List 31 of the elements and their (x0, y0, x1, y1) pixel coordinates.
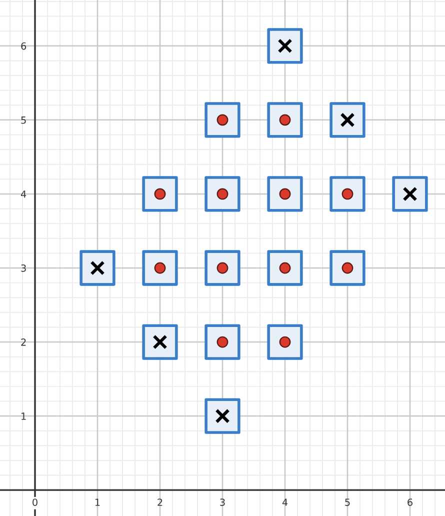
point (204, 176, 240, 212)
point (330, 176, 366, 212)
point (204, 250, 240, 286)
point (330, 102, 366, 138)
x-tick-label: 2 (158, 498, 162, 506)
point (267, 250, 303, 286)
x-tick-label: 3 (220, 498, 225, 506)
point (267, 28, 303, 64)
point (142, 176, 178, 212)
point (204, 102, 240, 138)
y-tick-label: 3 (21, 264, 26, 272)
y-tick-label: 6 (21, 42, 26, 50)
point (204, 324, 240, 360)
x-tick-label: 4 (282, 498, 288, 506)
point (204, 398, 240, 434)
point (330, 250, 366, 286)
point (267, 324, 303, 360)
point (142, 250, 178, 286)
y-tick-label: 1 (22, 412, 26, 420)
y-tick-label: 4 (20, 190, 26, 198)
x-tick-label: 1 (95, 498, 100, 506)
point (267, 102, 303, 138)
point (142, 324, 178, 360)
y-tick-label: 2 (21, 338, 26, 346)
point (267, 176, 303, 212)
x-tick-label: 6 (408, 498, 412, 506)
x-tick-label: 0 (32, 498, 38, 506)
point (392, 176, 428, 212)
y-tick-label: 5 (21, 116, 26, 124)
x-tick-label: 5 (345, 498, 350, 506)
point (80, 250, 116, 286)
